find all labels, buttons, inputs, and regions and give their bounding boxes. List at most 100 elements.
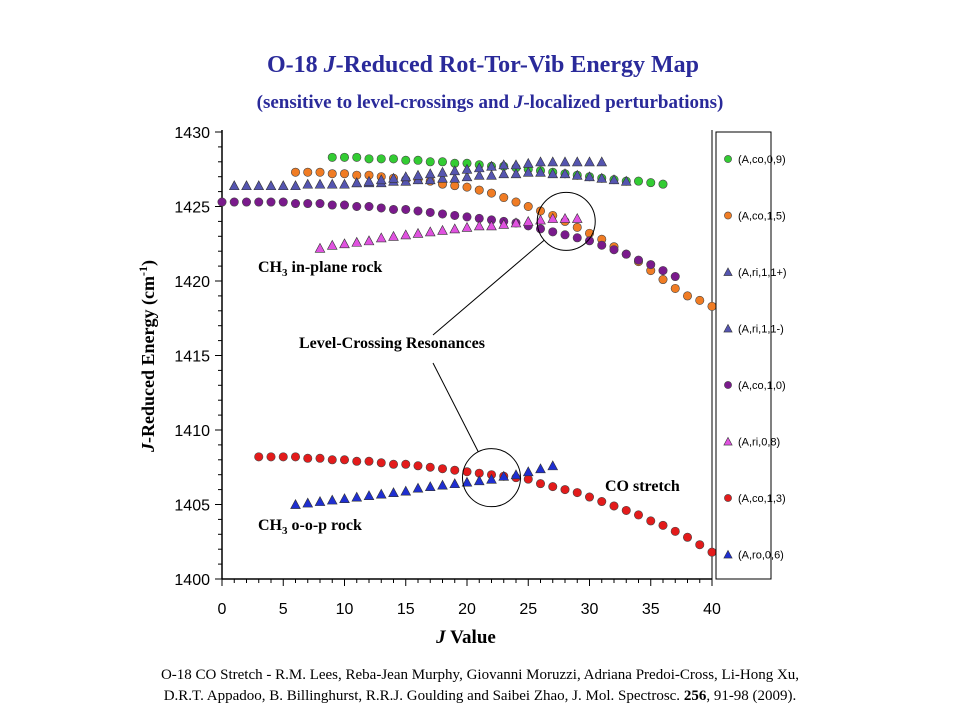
data-point (376, 203, 386, 213)
data-point (695, 540, 705, 550)
x-tick-label: 20 (458, 601, 476, 618)
data-point (425, 207, 435, 217)
data-point (450, 465, 460, 475)
data-point-triangle (571, 169, 583, 180)
x-tick-labels: 0 5 10 15 20 25 30 35 40 (218, 601, 721, 618)
data-point-triangle (363, 175, 375, 186)
data-point (352, 456, 362, 466)
data-point (633, 255, 643, 265)
data-point-triangle (461, 221, 473, 232)
data-point-triangle (449, 172, 461, 183)
data-point-triangle (412, 482, 424, 493)
data-point-triangle (424, 168, 436, 179)
data-point (572, 488, 582, 498)
data-point (658, 520, 668, 530)
data-point-triangle (584, 171, 595, 182)
data-point (327, 169, 337, 179)
x-tick-label: 40 (703, 601, 721, 618)
data-point (364, 456, 374, 466)
data-point (486, 188, 496, 198)
data-point (462, 182, 472, 192)
data-point-triangle (461, 171, 473, 182)
series-a-co-1-5 (290, 167, 717, 311)
data-point-triangle (339, 493, 350, 503)
data-point (548, 227, 558, 237)
citation-line-2: D.R.T. Appadoo, B. Billinghurst, R.R.J. … (163, 688, 797, 704)
data-point-triangle (522, 157, 534, 168)
data-point (646, 178, 656, 188)
annotation-level-crossing: Level-Crossing Resonances (299, 335, 485, 352)
data-point-triangle (351, 236, 363, 247)
data-point (376, 458, 386, 468)
data-point (695, 295, 705, 305)
resonance-circle (536, 191, 596, 251)
data-point-triangle (339, 178, 350, 189)
resonance-pointer-line (432, 239, 545, 336)
data-point-triangle (510, 217, 522, 228)
chart-title: O-18 J-Reduced Rot-Tor-Vib Energy Map (267, 52, 699, 78)
data-point-triangle (498, 218, 510, 229)
data-point-triangle (314, 242, 326, 253)
data-point-triangle (547, 460, 559, 471)
data-point (339, 455, 349, 465)
data-point (339, 152, 349, 162)
data-point-triangle (326, 239, 338, 250)
data-point (425, 157, 435, 167)
data-point (278, 197, 288, 207)
data-point (450, 181, 460, 191)
data-point-triangle (375, 232, 387, 243)
x-tick-label: 30 (581, 601, 599, 618)
data-point (352, 202, 362, 212)
x-tick-label: 5 (279, 601, 288, 618)
data-point (315, 199, 325, 209)
data-point (535, 479, 545, 489)
data-point-triangle (424, 174, 436, 185)
data-point (290, 199, 300, 209)
citation-line-1: O-18 CO Stretch - R.M. Lees, Reba-Jean M… (160, 667, 800, 683)
data-point-triangle (486, 220, 497, 231)
annotation-ch3-in-plane-rock: CH3 in-plane rock (258, 259, 382, 279)
y-tick-label: 1425 (174, 200, 210, 217)
series-a-ri-1-1 (351, 156, 608, 188)
legend-marker (724, 211, 732, 220)
data-point-triangle (522, 166, 534, 177)
data-point (303, 453, 313, 463)
data-point (609, 245, 619, 255)
data-point (303, 167, 313, 177)
data-point (707, 301, 717, 311)
data-point (266, 197, 276, 207)
data-point-triangle (228, 180, 240, 191)
data-point-triangle (620, 175, 632, 186)
data-point-triangle (302, 497, 314, 508)
annotation-ch3-oop-rock: CH3 o-o-p rock (258, 517, 362, 537)
data-point-triangle (535, 463, 546, 474)
data-point-triangle (277, 180, 289, 191)
data-point (401, 204, 411, 214)
legend-marker (723, 323, 733, 333)
data-point (388, 459, 398, 469)
data-point-triangle (363, 235, 375, 246)
data-point-triangle (461, 476, 473, 487)
data-point-triangle (449, 223, 461, 234)
y-tick-label: 1410 (174, 423, 210, 440)
data-point-triangle (535, 214, 546, 225)
data-point (548, 482, 558, 492)
data-point-triangle (547, 168, 559, 179)
data-point (242, 197, 252, 207)
data-point (572, 233, 582, 243)
data-point (413, 461, 423, 471)
data-point (523, 474, 533, 484)
legend-label: (A,co,0,9) (738, 154, 786, 166)
data-point-triangle (535, 166, 546, 177)
data-point-triangle (326, 494, 338, 505)
data-point (670, 526, 680, 536)
x-tick-label: 0 (218, 601, 227, 618)
data-marks (217, 152, 717, 557)
data-point-triangle (449, 165, 461, 176)
data-point (621, 505, 631, 515)
data-point-triangle (351, 491, 363, 502)
data-point (217, 197, 227, 207)
data-point-triangle (375, 488, 387, 499)
data-point (278, 452, 288, 462)
resonance-highlights (432, 191, 596, 508)
